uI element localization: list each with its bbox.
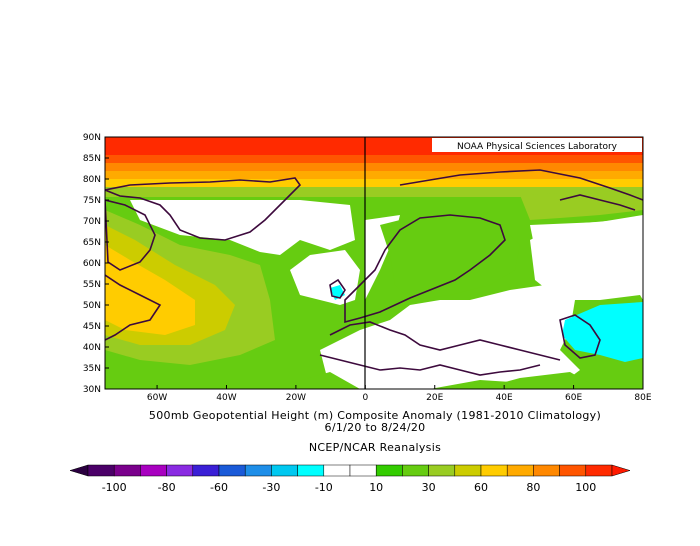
colorbar: -100 -80 -60 -30 -10 10 30 60 80 100 — [0, 460, 700, 500]
anomaly-neutral-mediterranean — [320, 285, 580, 389]
colorbar-swatch — [506, 464, 534, 477]
lat-label: 30N — [83, 385, 101, 395]
colorbar-swatch — [297, 464, 325, 477]
colorbar-arrow-left — [69, 464, 89, 477]
colorbar-swatch — [559, 464, 587, 477]
lat-label: 35N — [83, 364, 101, 374]
colorbar-swatch — [533, 464, 560, 477]
colorbar-swatch — [323, 464, 351, 477]
anomaly-region-scandinavia — [380, 215, 520, 300]
anomaly-neutral-siberia — [530, 215, 643, 298]
lat-label: 40N — [83, 343, 101, 353]
colorbar-swatch — [271, 464, 298, 477]
colorbar-label: -80 — [158, 481, 176, 494]
novaya-zemlya-coast — [559, 194, 636, 211]
lon-label: 80E — [634, 393, 651, 403]
anomaly-negative-caspian — [562, 302, 643, 362]
north-africa-coast — [319, 354, 541, 376]
lon-label: 60W — [147, 393, 167, 403]
caspian-coast — [559, 314, 601, 359]
colorbar-arrow-right — [611, 464, 631, 477]
colorbar-swatch — [87, 464, 115, 477]
colorbar-swatch — [428, 464, 456, 477]
lat-label: 55N — [83, 280, 101, 290]
colorbar-swatch — [218, 464, 246, 477]
colorbar-swatch — [113, 464, 141, 477]
data-source: NCEP/NCAR Reanalysis — [308, 441, 442, 454]
credit-box — [432, 138, 642, 152]
lat-label: 80N — [83, 175, 101, 185]
labrador-coast — [105, 274, 162, 341]
lon-label: 0 — [362, 393, 368, 403]
lat-label: 85N — [83, 154, 101, 164]
longitude-labels: 60W 40W 20W 0 20E 40E 60E 80E — [147, 385, 652, 403]
colorbar-swatch — [480, 464, 508, 477]
anomaly-region-mideast — [480, 372, 600, 389]
anomaly-neutral-greenland — [130, 200, 355, 255]
greenland-coast — [105, 177, 302, 241]
colorbar-label: 80 — [526, 481, 540, 494]
anomaly-band-50 — [105, 171, 643, 179]
anomaly-band-30 — [105, 187, 643, 197]
colorbar-swatch — [244, 464, 272, 477]
colorbar-label: -10 — [315, 481, 333, 494]
lat-label: 50N — [83, 301, 101, 311]
colorbar-label: 30 — [422, 481, 436, 494]
anomaly-shading — [105, 137, 643, 389]
latitude-labels: 90N 85N 80N 75N 70N 65N 60N 55N 50N 45N 40N 35N 30N — [83, 133, 109, 395]
lat-label: 65N — [83, 238, 101, 248]
lon-label: 20E — [426, 393, 443, 403]
lat-label: 70N — [83, 217, 101, 227]
europe-south-coast — [329, 321, 561, 361]
colorbar-label: 10 — [369, 481, 383, 494]
colorbar-swatch — [454, 464, 482, 477]
credit-label: NOAA Physical Sciences Laboratory — [457, 142, 618, 152]
colorbar-label: 100 — [575, 481, 596, 494]
colorbar-canvas: -100 -80 -60 -30 -10 10 30 60 80 100 — [69, 464, 631, 494]
anomaly-band-40 — [105, 179, 643, 187]
colorbar-swatch — [349, 464, 377, 477]
anomaly-band-60 — [105, 163, 643, 171]
colorbar-label: 60 — [474, 481, 488, 494]
lat-label: 45N — [83, 322, 101, 332]
chart-title: 500mb Geopotential Height (m) Composite … — [148, 409, 602, 422]
colorbar-label: -30 — [262, 481, 280, 494]
ireland-uk-coast — [329, 278, 346, 299]
lon-label: 40W — [216, 393, 236, 403]
colorbar-swatch — [192, 464, 220, 477]
colorbar-label: -60 — [210, 481, 228, 494]
anomaly-band-80 — [105, 155, 643, 163]
colorbar-swatch — [585, 464, 613, 477]
anomaly-region-arctic-russia — [520, 190, 643, 220]
coastlines — [105, 169, 643, 376]
colorbar-swatch — [375, 464, 403, 477]
baffin-coast — [105, 199, 156, 271]
lon-label: 40E — [496, 393, 513, 403]
colorbar-swatch — [166, 464, 194, 477]
colorbar-swatch — [402, 464, 429, 477]
lat-label: 75N — [83, 196, 101, 206]
scandinavia-coast — [344, 214, 506, 324]
lat-label: 90N — [83, 133, 101, 143]
lat-label: 60N — [83, 259, 101, 269]
anomaly-region-nafrica — [270, 372, 360, 389]
lon-label: 60E — [565, 393, 582, 403]
colorbar-label: -100 — [102, 481, 127, 494]
colorbar-swatch — [140, 464, 167, 477]
arctic-russia-coast — [399, 169, 643, 201]
date-range: 6/1/20 to 8/24/20 — [324, 421, 426, 434]
lon-label: 20W — [286, 393, 306, 403]
